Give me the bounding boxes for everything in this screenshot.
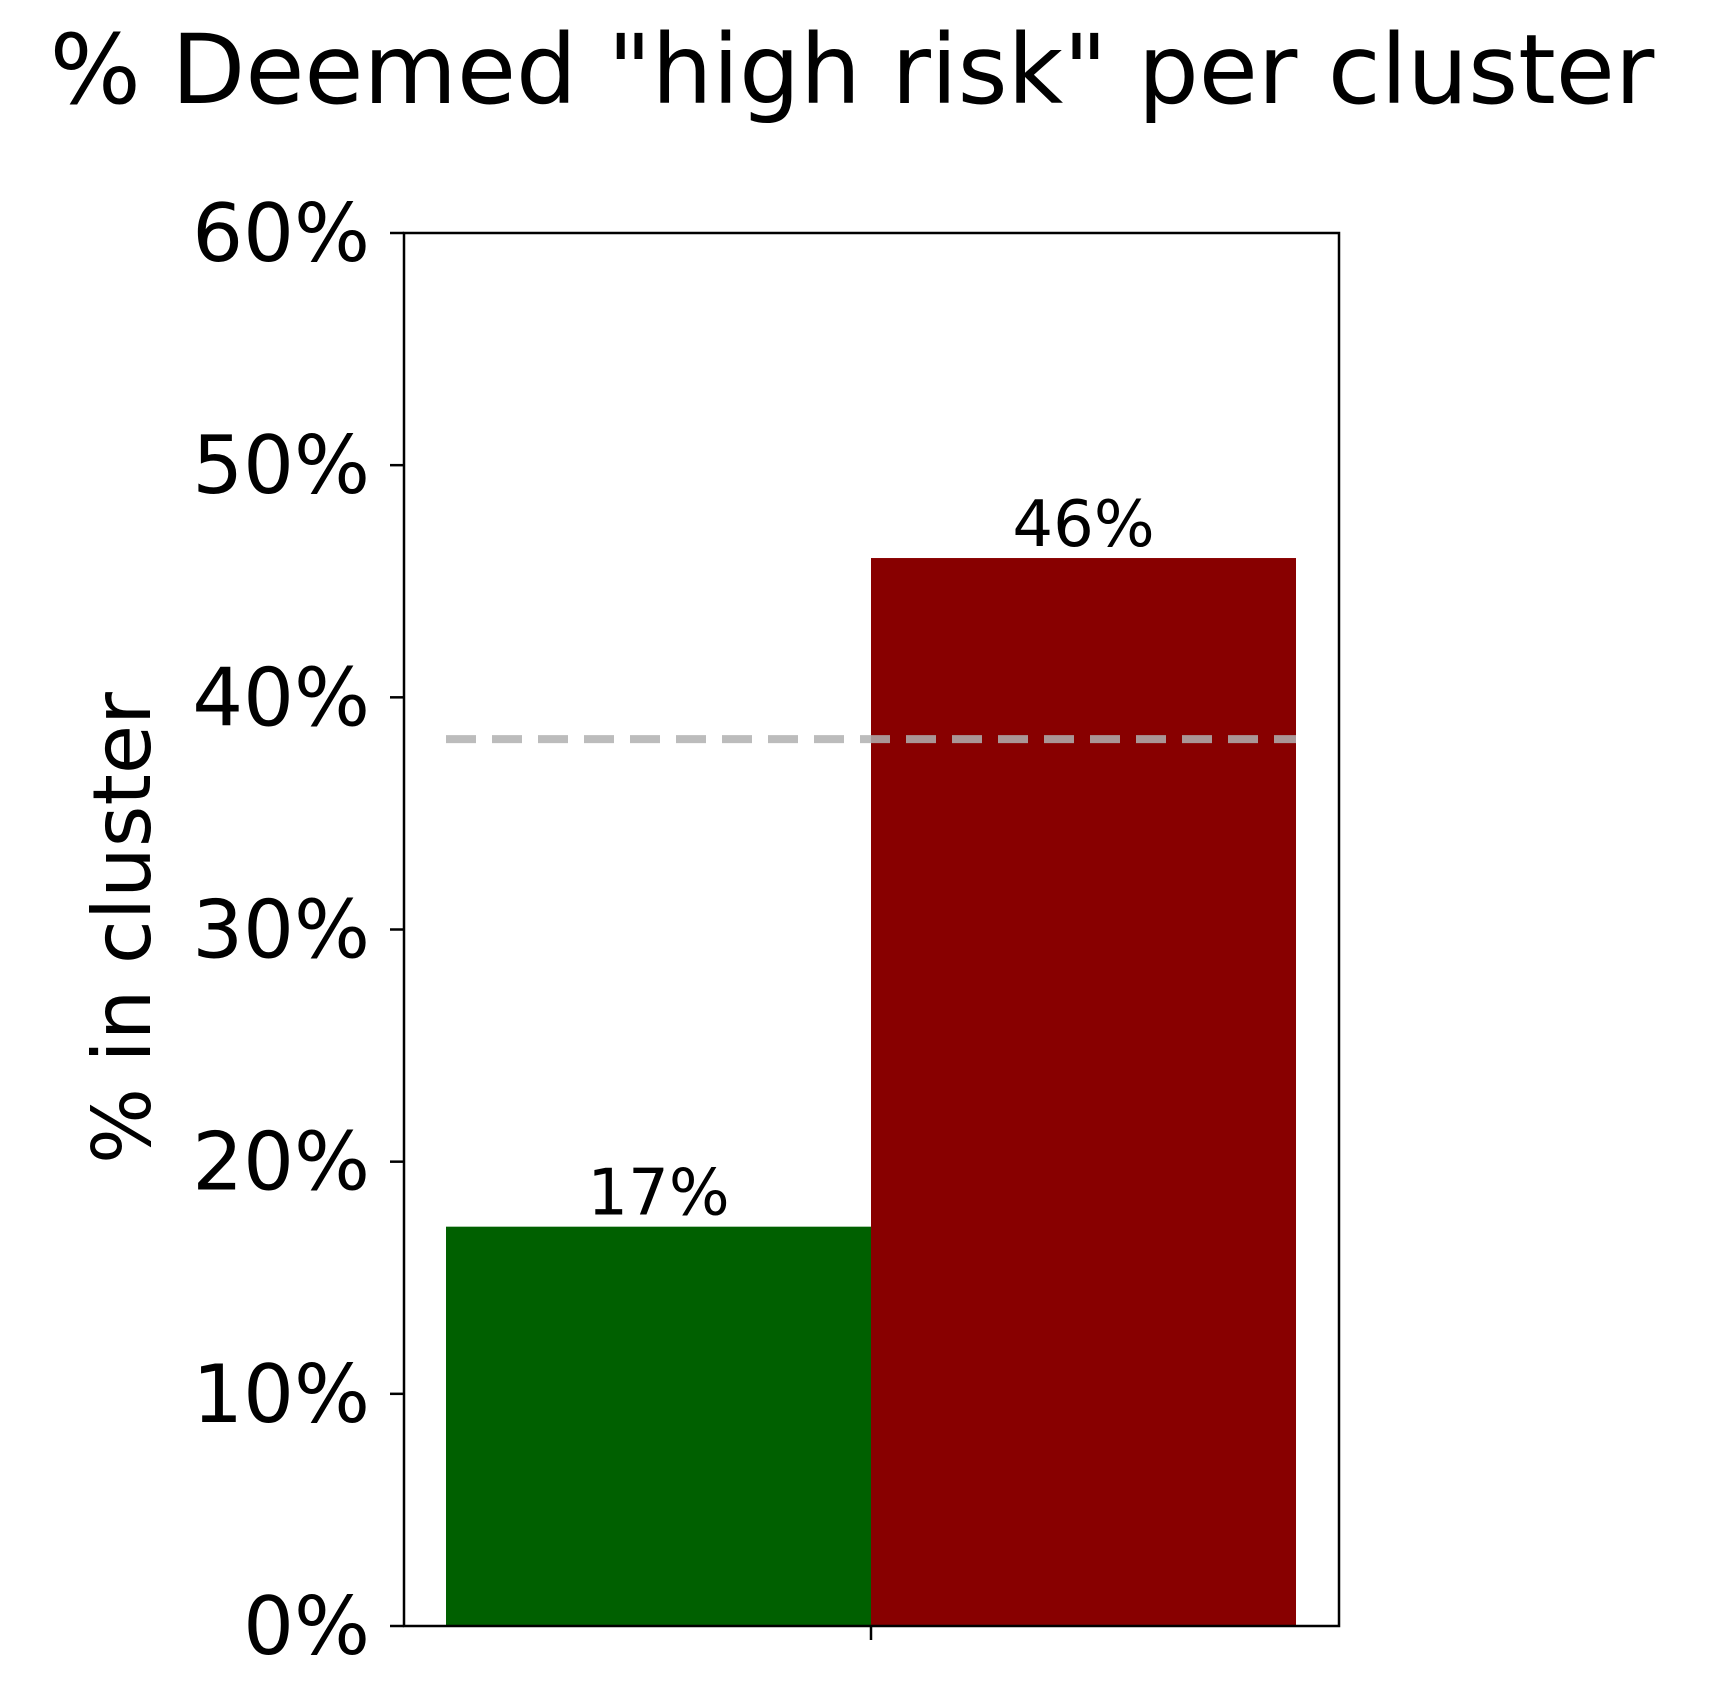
y-tick-label-6: 60% — [192, 187, 370, 280]
y-tick-label-0: 0% — [243, 1580, 370, 1673]
y-axis-label: % in cluster — [76, 692, 169, 1164]
y-tick-label-1: 10% — [192, 1348, 370, 1441]
chart-title: % Deemed "high risk" per cluster — [50, 14, 1655, 126]
y-tick-label-3: 30% — [192, 884, 370, 977]
bar-1 — [446, 1226, 871, 1626]
data-labels-layer: 17% 46% — [587, 488, 1154, 1231]
bars-layer — [446, 558, 1296, 1626]
y-tick-label-5: 50% — [192, 419, 370, 512]
bar-2 — [871, 558, 1296, 1626]
axes-layer: 0% 10% 20% 30% 40% 50% 60% — [192, 187, 1341, 1673]
data-label-1: 17% — [587, 1157, 729, 1231]
y-tick-label-2: 20% — [192, 1116, 370, 1209]
y-tick-label-4: 40% — [192, 651, 370, 744]
data-label-2: 46% — [1012, 488, 1154, 562]
